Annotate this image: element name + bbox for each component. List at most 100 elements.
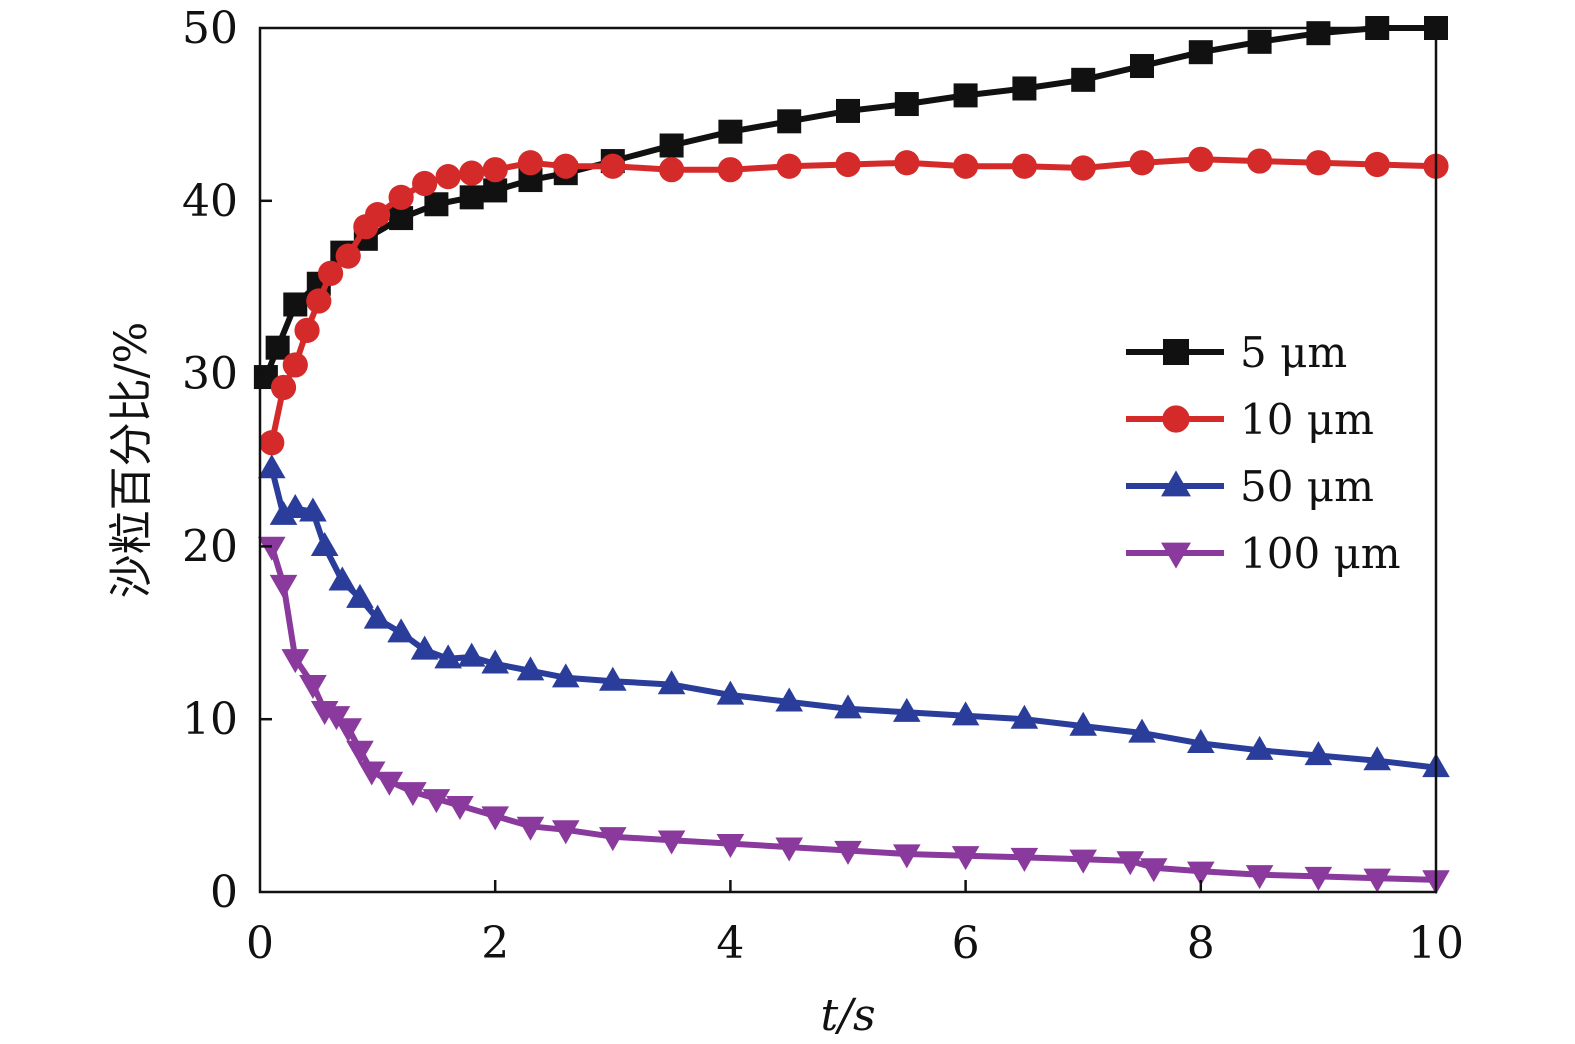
y-tick-label: 40 — [182, 176, 238, 227]
legend-marker — [1161, 542, 1191, 569]
data-point — [894, 92, 919, 117]
plot-area: 0 2 4 6 8 10 0 10 20 30 40 50 — [182, 3, 1464, 969]
data-point — [600, 153, 626, 179]
data-point — [459, 160, 485, 186]
data-point — [346, 583, 374, 608]
data-point — [357, 761, 386, 786]
legend-item: 100 μm — [1126, 529, 1401, 578]
data-point — [257, 454, 286, 479]
data-point — [951, 846, 980, 871]
data-point — [1188, 40, 1213, 65]
data-point — [1010, 847, 1039, 872]
legend-item: 10 μm — [1126, 395, 1374, 444]
data-point — [717, 157, 744, 183]
data-point — [516, 816, 545, 841]
legend-label: 50 μm — [1240, 462, 1374, 511]
data-point — [599, 827, 627, 852]
data-point — [836, 98, 860, 123]
data-point — [1304, 866, 1333, 891]
data-point — [657, 830, 686, 855]
data-point — [1364, 151, 1390, 178]
y-tick-label: 20 — [182, 521, 238, 572]
data-point — [1012, 76, 1037, 101]
data-point — [410, 635, 439, 660]
data-point — [434, 644, 462, 669]
data-point — [281, 493, 310, 518]
data-point — [269, 500, 298, 525]
data-point — [1129, 150, 1155, 176]
data-point — [317, 260, 344, 286]
x-axis-label: t/s — [820, 990, 875, 1041]
data-point — [375, 771, 404, 796]
data-point — [1071, 67, 1096, 92]
data-point — [1187, 728, 1215, 753]
data-point — [1247, 148, 1273, 174]
data-point — [1304, 741, 1333, 766]
data-point — [363, 604, 392, 629]
legend-label: 5 μm — [1240, 328, 1347, 377]
y-tick-label: 50 — [182, 3, 238, 54]
data-point — [1128, 718, 1156, 743]
y-tick-label: 0 — [210, 867, 238, 918]
data-point — [1188, 146, 1214, 172]
x-tick-label: 6 — [952, 918, 980, 969]
data-point — [482, 157, 508, 183]
data-point — [283, 292, 308, 317]
series-2 — [257, 454, 1450, 778]
data-point — [1305, 150, 1331, 176]
data-point — [1247, 29, 1272, 54]
data-point — [335, 243, 361, 269]
data-point — [1187, 861, 1215, 886]
data-point — [553, 153, 579, 179]
data-point — [551, 820, 580, 845]
data-point — [365, 202, 391, 228]
legend-marker — [1162, 405, 1190, 433]
data-point — [294, 317, 320, 343]
data-point — [265, 335, 290, 360]
data-point — [599, 666, 627, 691]
x-tick-label: 8 — [1187, 918, 1215, 969]
data-point — [270, 374, 297, 401]
data-point — [953, 153, 979, 179]
series-3 — [257, 536, 1450, 895]
data-point — [953, 83, 978, 108]
data-point — [775, 687, 803, 712]
data-point — [481, 649, 509, 674]
data-point — [259, 430, 285, 456]
legend-marker — [1161, 470, 1191, 497]
data-point — [299, 497, 327, 522]
plot-frame — [258, 26, 1438, 894]
series-1 — [259, 146, 1449, 456]
series-line — [268, 467, 1437, 771]
data-point — [551, 663, 580, 688]
data-point — [1130, 54, 1154, 79]
data-point — [1011, 153, 1037, 179]
data-point — [306, 288, 332, 314]
y-tick-label: 10 — [182, 694, 238, 745]
data-point — [387, 618, 415, 643]
legend-label: 10 μm — [1240, 395, 1374, 444]
data-point — [894, 150, 920, 176]
data-point — [516, 656, 545, 681]
data-point — [424, 192, 449, 217]
data-point — [1070, 155, 1096, 181]
legend-label: 100 μm — [1240, 529, 1401, 578]
legend: 5 μm 10 μm 50 μm 100 μm — [1126, 328, 1401, 578]
data-point — [399, 782, 427, 807]
data-point — [269, 574, 298, 599]
data-point — [334, 718, 362, 743]
legend-item: 5 μm — [1126, 328, 1347, 377]
data-point — [257, 536, 286, 561]
data-point — [422, 789, 451, 814]
data-point — [834, 840, 862, 865]
data-point — [659, 133, 684, 158]
data-point — [1010, 704, 1039, 729]
data-point — [457, 642, 486, 667]
data-point — [1306, 21, 1331, 46]
ticks-layer: 0 2 4 6 8 10 0 10 20 30 40 50 — [182, 3, 1464, 969]
data-point — [1363, 868, 1391, 893]
series-layer — [253, 16, 1450, 895]
data-point — [446, 796, 474, 820]
data-point — [835, 151, 861, 178]
